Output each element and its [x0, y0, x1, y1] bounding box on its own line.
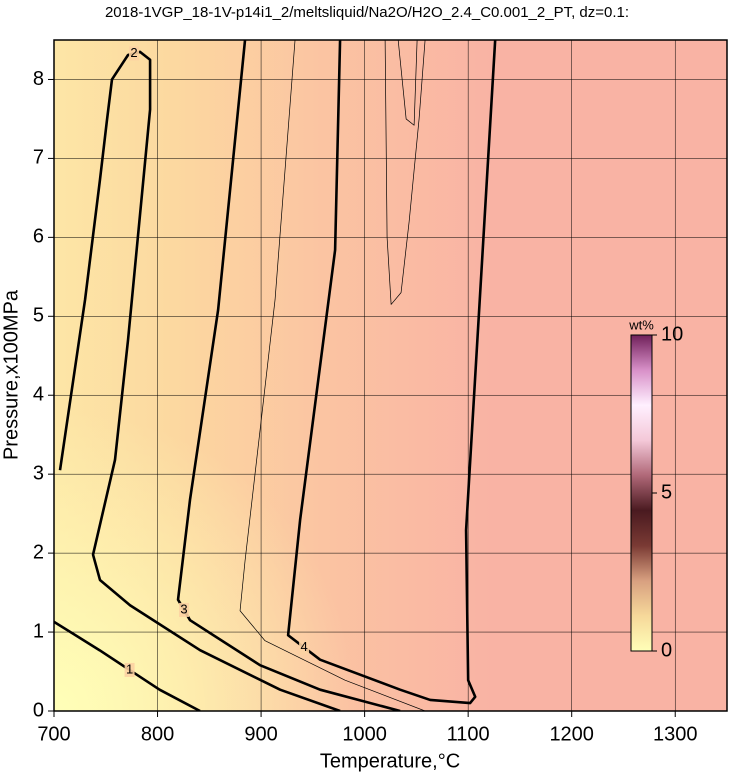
x-tick-label: 700 [37, 723, 70, 745]
y-tick-label: 7 [33, 147, 44, 169]
contour-line [58, 50, 341, 711]
colorbar-tick-label: 0 [661, 639, 672, 661]
y-tick-label: 3 [33, 462, 44, 484]
thin-contour-line [397, 40, 418, 126]
thin-contour-line [384, 40, 426, 305]
y-tick-label: 8 [33, 68, 44, 90]
x-tick-label: 800 [141, 723, 174, 745]
contour-label-bg [124, 662, 135, 677]
plot-frame [53, 39, 728, 712]
y-tick-label: 1 [33, 620, 44, 642]
colorbar-label: wt% [628, 317, 654, 332]
contour-label-bg [129, 46, 140, 61]
plot-area: 1 2 3 4 [54, 40, 727, 711]
x-tick-label: 1300 [653, 723, 698, 745]
colorbar [630, 334, 653, 652]
plot-shade [54, 40, 727, 711]
contour-label-bg [299, 640, 310, 655]
y-axis-label: Pressure,x100MPa [0, 289, 22, 460]
chart-title: 2018-1VGP_18-1V-p14i1_2/meltsliquid/Na2O… [105, 4, 629, 21]
colorbar-tick-label: 5 [661, 481, 672, 503]
contour-line [286, 40, 497, 705]
contour-label-bg [179, 602, 190, 617]
colorbar-tick-label: 10 [661, 323, 683, 345]
y-tick-label: 6 [33, 226, 44, 248]
x-tick-label: 1000 [342, 723, 387, 745]
y-tick-label: 5 [33, 305, 44, 327]
contour-label: 3 [180, 601, 187, 616]
y-tick-label: 2 [33, 541, 44, 563]
contour-label: 1 [126, 661, 133, 676]
x-tick-label: 900 [244, 723, 277, 745]
thin-contour-line [239, 40, 426, 711]
y-tick-label: 4 [33, 384, 44, 406]
x-axis-label: Temperature,°C [320, 750, 460, 772]
y-tick-label: 0 [33, 699, 44, 721]
contour-label: 2 [130, 45, 137, 60]
contour-label: 4 [300, 639, 307, 654]
x-tick-label: 1100 [447, 723, 490, 745]
overlay: 700 800 900 1000 1100 1200 1300 0 1 2 3 4 5 6 7 8 0 5 10 wt… [33, 39, 728, 745]
x-tick-label: 1200 [549, 723, 594, 745]
